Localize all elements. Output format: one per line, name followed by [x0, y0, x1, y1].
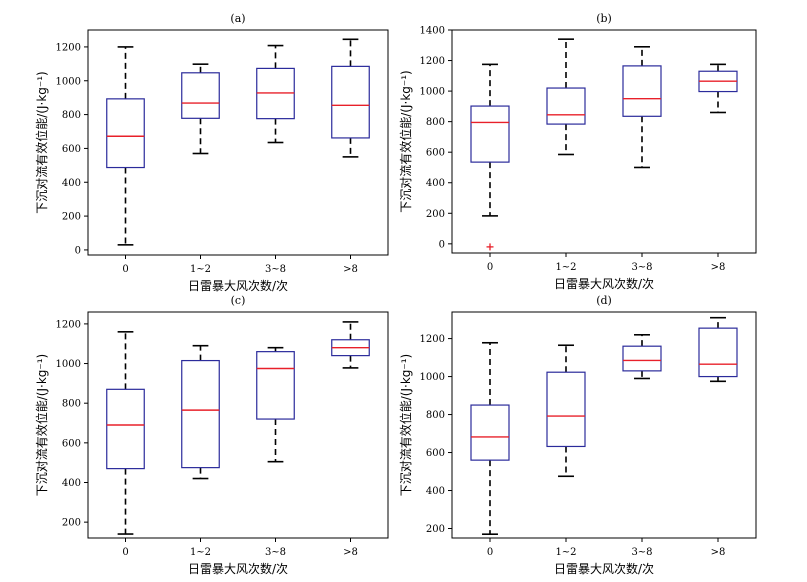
panel-3-y-axis-title: 下沉对流有效位能/(J·kg⁻¹)	[34, 354, 49, 496]
panel-1-x-tick-label: 3~8	[265, 264, 286, 275]
panel-3-x-tick-label: >8	[343, 547, 358, 558]
panel-1-title: (a)	[230, 12, 245, 25]
panel-2-y-tick-label: 800	[426, 117, 445, 128]
panel-4-x-tick-label: 0	[487, 547, 493, 558]
panel-1-x-tick-label: 0	[122, 264, 128, 275]
panel-1-box	[331, 65, 370, 139]
panel-4-x-tick-label: >8	[711, 547, 726, 558]
panel-2-title: (b)	[596, 12, 612, 25]
panel-4-plot-frame	[451, 311, 757, 539]
panel-3-title: (c)	[231, 294, 246, 307]
panel-4-y-tick-label: 600	[426, 448, 445, 459]
panel-4-y-axis-title: 下沉对流有效位能/(J·kg⁻¹)	[398, 354, 413, 496]
panel-1-y-axis-title: 下沉对流有效位能/(J·kg⁻¹)	[34, 71, 49, 213]
panel-4-y-tick-label: 1200	[420, 334, 445, 345]
panel-3-x-tick-label: 0	[122, 547, 128, 558]
panel-1-y-tick-label: 1000	[56, 76, 81, 87]
panel-1-y-tick-label: 400	[62, 178, 81, 189]
panel-4-y-tick-label: 800	[426, 410, 445, 421]
panel-1-box	[106, 98, 145, 169]
panel-1-plot-frame	[87, 29, 389, 256]
panel-3-y-tick-label: 800	[62, 399, 81, 410]
panel-4-x-tick-label: 1~2	[555, 547, 576, 558]
panel-2-x-tick-label: 3~8	[631, 262, 652, 273]
panel-2-y-axis-title: 下沉对流有效位能/(J·kg⁻¹)	[398, 70, 413, 212]
panel-1-x-tick-label: 1~2	[190, 264, 211, 275]
panel-3-y-tick-label: 400	[62, 478, 81, 489]
panel-3-x-axis-title: 日雷暴大风次数/次	[188, 561, 288, 576]
panel-4-y-tick-label: 200	[426, 524, 445, 535]
panel-1-x-axis-title: 日雷暴大风次数/次	[188, 278, 288, 293]
panel-2-y-tick-label: 1200	[420, 56, 445, 67]
panel-2-y-tick-label: 200	[426, 209, 445, 220]
panel-3-box	[106, 388, 145, 470]
panel-4-x-axis-title: 日雷暴大风次数/次	[554, 561, 654, 576]
panel-1-y-tick-label: 0	[75, 245, 81, 256]
panel-2-x-tick-label: >8	[711, 262, 726, 273]
panel-1-y-tick-label: 200	[62, 212, 81, 223]
panel-3-box	[181, 359, 220, 469]
panel-1-y-tick-label: 800	[62, 110, 81, 121]
panel-2-y-tick-label: 0	[439, 239, 445, 250]
panel-1-box	[181, 72, 220, 119]
panel-3-y-tick-label: 1000	[56, 359, 81, 370]
panel-3-plot-frame	[87, 311, 389, 539]
panel-2-y-tick-label: 1000	[420, 87, 445, 98]
panel-2-x-tick-label: 0	[487, 262, 493, 273]
panel-4-box	[546, 371, 586, 448]
panel-4-title: (d)	[596, 294, 612, 307]
panel-3-x-tick-label: 1~2	[190, 547, 211, 558]
panel-4-x-tick-label: 3~8	[631, 547, 652, 558]
panel-2-x-axis-title: 日雷暴大风次数/次	[554, 276, 654, 291]
panel-4-y-tick-label: 1000	[420, 372, 445, 383]
panel-2-box	[470, 105, 510, 163]
panel-3-y-tick-label: 1200	[56, 319, 81, 330]
panel-4-box	[698, 327, 738, 378]
panel-4-box	[622, 345, 662, 372]
panel-2-y-tick-label: 600	[426, 148, 445, 159]
panel-2-box	[546, 87, 586, 125]
panel-2-y-tick-label: 400	[426, 178, 445, 189]
panel-3-box	[256, 351, 295, 420]
panel-4-box	[470, 404, 510, 461]
panel-4-y-tick-label: 400	[426, 486, 445, 497]
panel-1-x-tick-label: >8	[343, 264, 358, 275]
panel-3-x-tick-label: 3~8	[265, 547, 286, 558]
panel-2-y-tick-label: 1400	[420, 26, 445, 37]
panel-2-plot-frame	[451, 29, 757, 254]
panel-3-y-tick-label: 600	[62, 438, 81, 449]
panel-1-y-tick-label: 600	[62, 144, 81, 155]
panel-2-x-tick-label: 1~2	[555, 262, 576, 273]
panel-3-y-tick-label: 200	[62, 518, 81, 529]
panel-1-y-tick-label: 1200	[56, 42, 81, 53]
panel-2-box	[622, 65, 662, 117]
